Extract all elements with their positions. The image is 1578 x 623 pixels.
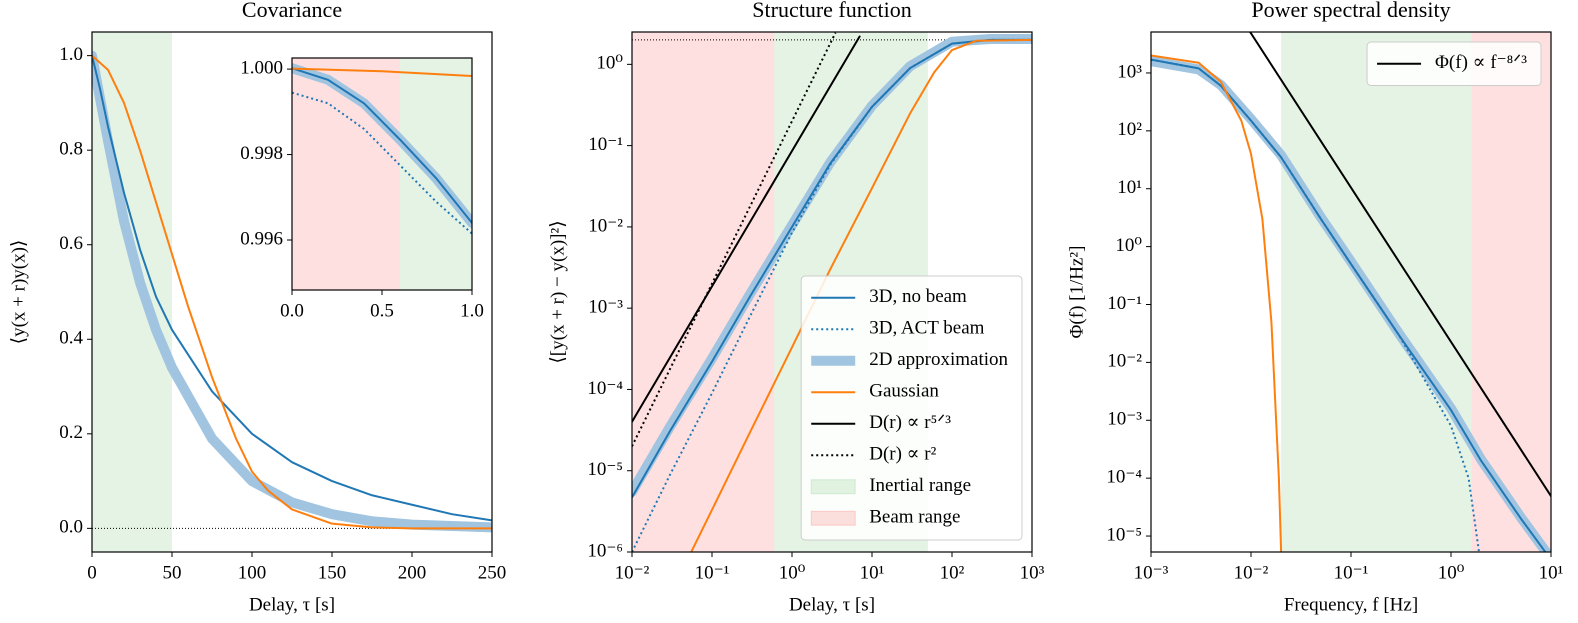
y-tick-label: 10⁻¹ bbox=[1107, 293, 1142, 314]
plot-area bbox=[292, 58, 472, 290]
y-tick-label: 10⁰ bbox=[596, 53, 623, 74]
x-tick-label: 10⁻² bbox=[1234, 562, 1269, 583]
legend-label: D(r) ∝ r² bbox=[869, 444, 936, 465]
x-tick-label: 0.5 bbox=[370, 300, 394, 321]
legend-label: 3D, no beam bbox=[869, 286, 967, 307]
x-tick-label: 10⁻² bbox=[615, 562, 650, 583]
legend-label: Inertial range bbox=[869, 475, 971, 496]
x-tick-label: 250 bbox=[478, 562, 507, 583]
plot-content bbox=[92, 32, 492, 552]
line-series bbox=[1249, 32, 1551, 498]
chart-title: Covariance bbox=[242, 0, 342, 22]
y-tick-label: 10⁻³ bbox=[588, 297, 623, 318]
y-tick-label: 1.000 bbox=[240, 57, 283, 78]
y-tick-label: 0.0 bbox=[59, 517, 83, 538]
y-tick-label: 0.6 bbox=[59, 233, 83, 254]
line-series bbox=[1151, 54, 1283, 552]
x-tick-label: 200 bbox=[398, 562, 427, 583]
legend-label: D(r) ∝ r⁵ᐟ³ bbox=[869, 412, 951, 433]
line-series bbox=[632, 32, 837, 447]
x-tick-label: 100 bbox=[238, 562, 267, 583]
y-tick-label: 1.0 bbox=[59, 44, 83, 65]
y-tick-label: 10³ bbox=[1117, 61, 1142, 82]
x-tick-label: 10⁻¹ bbox=[1334, 562, 1369, 583]
legend-box bbox=[1366, 41, 1542, 86]
y-tick-label: 10⁻¹ bbox=[588, 134, 623, 155]
y-tick-label: 10⁻² bbox=[588, 215, 623, 236]
x-tick-label: 10¹ bbox=[1539, 562, 1564, 583]
x-tick-label: 10⁰ bbox=[1438, 562, 1465, 583]
legend: 3D, no beam 3D, ACT beam 2D approximation G… bbox=[800, 275, 1023, 541]
line-series bbox=[92, 50, 492, 533]
legend-box bbox=[800, 275, 1023, 541]
line-series bbox=[92, 54, 492, 530]
y-tick-label: 0.2 bbox=[59, 422, 83, 443]
line-series bbox=[92, 54, 492, 522]
y-tick-label: 10⁻⁶ bbox=[587, 540, 623, 561]
y-tick-label: 10⁻⁴ bbox=[587, 378, 623, 399]
y-axis-label: ⟨y(x + r)y(x)⟩ bbox=[8, 240, 29, 345]
chart-title: Power spectral density bbox=[1251, 0, 1450, 22]
line-series bbox=[632, 38, 1032, 552]
y-tick-label: 10⁻⁵ bbox=[1106, 524, 1142, 545]
y-tick-label: 10⁻⁴ bbox=[1106, 467, 1142, 488]
x-tick-label: 10² bbox=[940, 562, 965, 583]
y-axis-label: ⟨[y(x + r) − y(x)]²⟩ bbox=[547, 220, 568, 363]
legend-label: 2D approximation bbox=[869, 349, 1008, 370]
legend-label: Beam range bbox=[869, 507, 960, 528]
plot-content bbox=[1151, 32, 1551, 552]
y-tick-label: 10⁻² bbox=[1107, 351, 1142, 372]
axes-frame bbox=[91, 31, 493, 553]
x-tick-label: 10⁰ bbox=[779, 562, 806, 583]
plot-content bbox=[292, 58, 472, 290]
y-tick-label: 10⁻⁵ bbox=[587, 459, 623, 480]
x-axis-label: Delay, τ [s] bbox=[249, 594, 335, 615]
x-axis-label: Delay, τ [s] bbox=[789, 594, 875, 615]
x-tick-label: 0 bbox=[87, 562, 97, 583]
legend-swatch bbox=[810, 479, 856, 495]
line-series bbox=[292, 91, 472, 235]
y-tick-label: 0.4 bbox=[59, 328, 83, 349]
x-tick-label: 1.0 bbox=[460, 300, 484, 321]
line-series bbox=[292, 67, 472, 224]
y-tick-label: 0.8 bbox=[59, 139, 83, 160]
legend: Φ(f) ∝ f⁻⁸ᐟ³ bbox=[1366, 41, 1542, 86]
legend-label: Gaussian bbox=[869, 381, 939, 402]
x-tick-label: 150 bbox=[318, 562, 347, 583]
x-tick-label: 10⁻¹ bbox=[695, 562, 730, 583]
legend-label: 3D, ACT beam bbox=[869, 318, 984, 339]
line-series bbox=[690, 38, 1032, 552]
axes-frame bbox=[631, 31, 1033, 553]
legend-label: Φ(f) ∝ f⁻⁸ᐟ³ bbox=[1435, 52, 1527, 73]
line-series bbox=[1151, 58, 1480, 552]
x-axis-label: Frequency, f [Hz] bbox=[1284, 594, 1418, 615]
y-tick-label: 10⁰ bbox=[1115, 235, 1142, 256]
x-tick-label: 50 bbox=[163, 562, 182, 583]
shaded-region bbox=[1471, 32, 1551, 552]
legend-swatch bbox=[810, 510, 856, 526]
y-tick-label: 10⁻³ bbox=[1107, 409, 1142, 430]
x-tick-label: 10³ bbox=[1020, 562, 1045, 583]
chart-title: Structure function bbox=[752, 0, 911, 22]
x-tick-label: 10⁻³ bbox=[1134, 562, 1169, 583]
y-tick-label: 0.998 bbox=[240, 143, 283, 164]
y-axis-label: Φ(f) [1/Hz²] bbox=[1066, 246, 1087, 339]
x-tick-label: 10¹ bbox=[860, 562, 885, 583]
y-tick-label: 10² bbox=[1117, 119, 1142, 140]
line-series bbox=[292, 67, 472, 77]
y-tick-label: 10¹ bbox=[1117, 177, 1142, 198]
y-tick-label: 0.996 bbox=[240, 228, 283, 249]
line-series bbox=[632, 35, 861, 423]
x-tick-label: 0.0 bbox=[280, 300, 304, 321]
